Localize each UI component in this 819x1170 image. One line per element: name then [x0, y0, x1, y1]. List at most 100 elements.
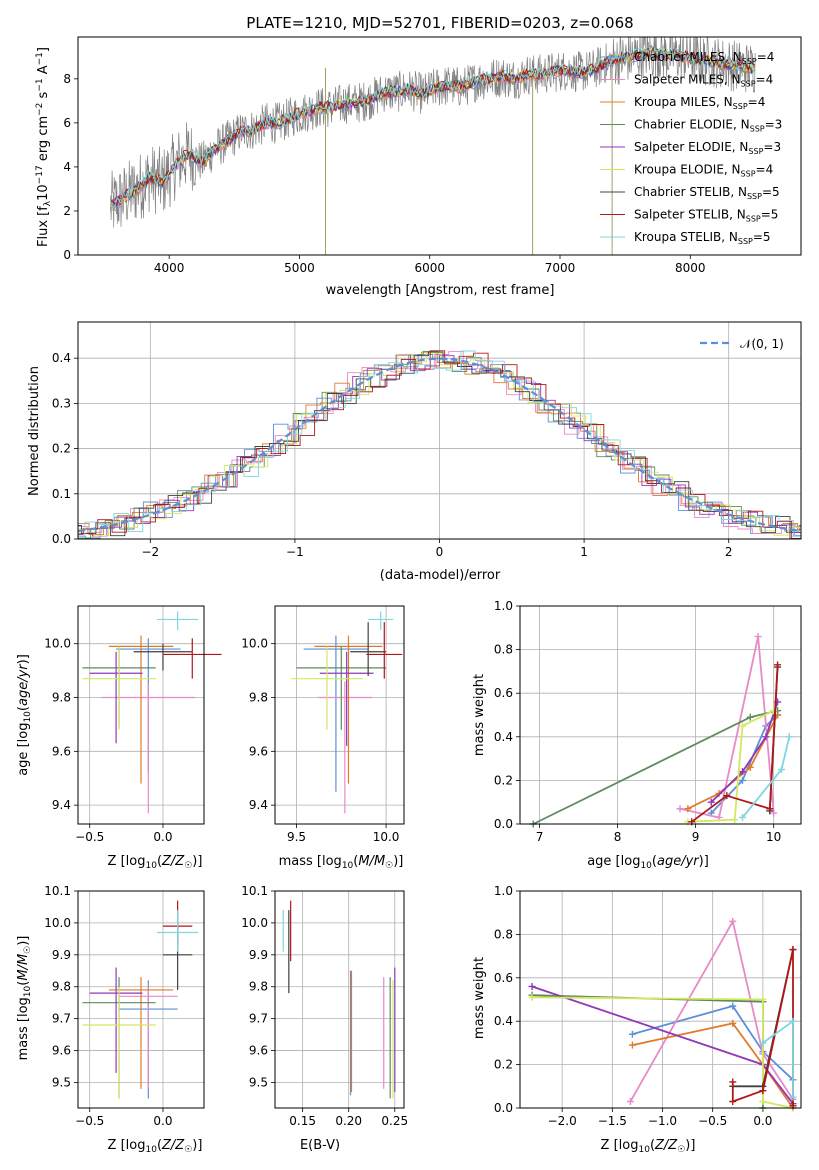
y-tick-label: 0.8 — [494, 643, 513, 657]
legend-label: Chabrier ELODIE, NSSP=3 — [634, 118, 782, 134]
histogram-step — [78, 350, 801, 539]
weight-marker — [731, 816, 739, 824]
y-tick-label: 9.8 — [52, 691, 71, 705]
y-tick-label: 0.2 — [494, 773, 513, 787]
weight-line — [531, 996, 794, 1109]
weight-marker — [729, 1097, 737, 1105]
legend-label: Kroupa STELIB, NSSP=5 — [634, 230, 771, 246]
y-tick-label: 9.4 — [249, 798, 268, 812]
y-tick-label: 9.7 — [249, 1012, 268, 1026]
residuals-ylabel: Normed distribution — [27, 366, 42, 496]
y-tick-label: 10.0 — [44, 916, 71, 930]
weight-marker — [766, 805, 774, 813]
age-vs-Z-frame — [77, 605, 205, 825]
y-tick-label: 9.6 — [249, 744, 268, 758]
y-tick-label: 2 — [63, 204, 71, 218]
x-tick-label: −0.5 — [75, 1114, 104, 1128]
weight-line — [531, 994, 764, 1108]
weight-marker — [729, 1019, 737, 1027]
y-tick-label: 0.6 — [494, 686, 513, 700]
age-vs-mass-frame — [274, 605, 405, 825]
x-tick-label: 9 — [692, 830, 700, 844]
y-tick-label: 0 — [63, 248, 71, 262]
x-tick-label: 10.0 — [373, 830, 400, 844]
x-tick-label: 2 — [725, 545, 733, 559]
y-tick-label: 0.4 — [52, 351, 71, 365]
x-tick-label: 8 — [614, 830, 622, 844]
weight-line — [532, 709, 778, 825]
y-tick-label: 9.6 — [249, 1044, 268, 1058]
weight-marker — [528, 993, 536, 1001]
histogram-step — [78, 351, 801, 535]
y-tick-label: 9.5 — [52, 1075, 71, 1089]
legend-label: Chabrier STELIB, NSSP=5 — [634, 185, 780, 201]
residuals-axes: −2 −1 0 1 2 0.0 0.1 0.2 0.3 0.4 𝒩(0, 1) — [52, 321, 802, 559]
weight-vs-age-axes: 7 8 9 10 0.0 0.2 0.4 0.6 0.8 1.0 — [494, 599, 802, 844]
histogram-step — [78, 351, 801, 539]
ageZ-xlabel: Z [log10(Z/Z☉)] — [108, 854, 203, 871]
weight-marker — [707, 798, 715, 806]
y-tick-label: 10.0 — [241, 637, 268, 651]
y-tick-label: 9.8 — [52, 980, 71, 994]
mass-vs-Z-axes: −0.5 0.0 9.5 9.6 9.7 9.8 9.9 10.0 10.1 — [44, 884, 205, 1128]
histogram-step — [78, 350, 801, 539]
histogram-step — [78, 353, 801, 539]
y-tick-label: 9.6 — [52, 744, 71, 758]
weight-marker — [676, 805, 684, 813]
weight-marker — [729, 1078, 737, 1086]
x-tick-label: −1.5 — [598, 1114, 627, 1128]
mass-vs-EBV-frame — [274, 890, 405, 1109]
legend-label: 𝒩(0, 1) — [740, 337, 784, 351]
x-tick-label: 7 — [536, 830, 544, 844]
weight-marker — [684, 805, 692, 813]
legend-label: Kroupa ELODIE, NSSP=4 — [634, 163, 773, 179]
y-tick-label: 0.0 — [52, 532, 71, 546]
legend-label: Chabrier MILES, NSSP=4 — [634, 50, 774, 66]
weight-line — [632, 1022, 794, 1109]
x-tick-label: 7000 — [545, 261, 576, 275]
histogram-step — [78, 354, 801, 539]
mass-vs-Z-frame — [77, 890, 205, 1109]
x-tick-label: 0.0 — [153, 1114, 172, 1128]
x-tick-label: 9.5 — [287, 830, 306, 844]
legend-label: Salpeter ELODIE, NSSP=3 — [634, 140, 781, 156]
observed-spectrum — [110, 37, 756, 228]
x-tick-label: 0 — [436, 545, 444, 559]
x-tick-label: 0.25 — [381, 1114, 408, 1128]
weight-marker — [777, 766, 785, 773]
weight-marker — [759, 1087, 767, 1095]
normal-curve — [77, 357, 802, 533]
histogram-step — [78, 352, 801, 539]
weight-marker — [528, 982, 536, 990]
residuals-xlabel: (data-model)/error — [380, 568, 501, 583]
x-tick-label: 0.15 — [289, 1114, 316, 1128]
y-tick-label: 9.8 — [249, 691, 268, 705]
x-tick-label: 6000 — [414, 261, 445, 275]
y-tick-label: 0.0 — [494, 817, 513, 831]
weight-marker — [723, 792, 731, 800]
y-tick-label: 9.5 — [249, 1075, 268, 1089]
y-tick-label: 0.4 — [494, 730, 513, 744]
massZ-ylabel: mass [log10(M/M☉)] — [16, 936, 33, 1061]
weight-line — [691, 664, 779, 823]
y-tick-label: 0.3 — [52, 396, 71, 410]
y-tick-label: 9.4 — [52, 798, 71, 812]
weight-marker — [789, 946, 797, 954]
y-tick-label: 4 — [63, 160, 71, 174]
weight-marker — [738, 768, 746, 776]
age-vs-Z-axes: −0.5 0.0 9.4 9.6 9.8 10.0 — [44, 605, 222, 844]
x-tick-label: −2.0 — [548, 1114, 577, 1128]
weight-marker — [754, 633, 762, 641]
x-tick-label: −1.0 — [648, 1114, 677, 1128]
residuals-frame — [77, 321, 802, 540]
weight-marker — [759, 996, 767, 1003]
weight-marker — [746, 713, 754, 721]
x-tick-label: −2 — [141, 545, 159, 559]
weight-vs-Z-axes: −2.0 −1.5 −1.0 −0.5 0.0 0.0 0.2 0.4 0.6 0.8 1.0 — [494, 884, 802, 1128]
y-tick-label: 1.0 — [494, 884, 513, 898]
y-tick-label: 1.0 — [494, 599, 513, 613]
weight-line — [741, 736, 791, 819]
weight-marker — [626, 1097, 634, 1105]
wage-xlabel: age [log10(age/yr)] — [587, 854, 709, 871]
spectrum-frame — [77, 36, 802, 256]
